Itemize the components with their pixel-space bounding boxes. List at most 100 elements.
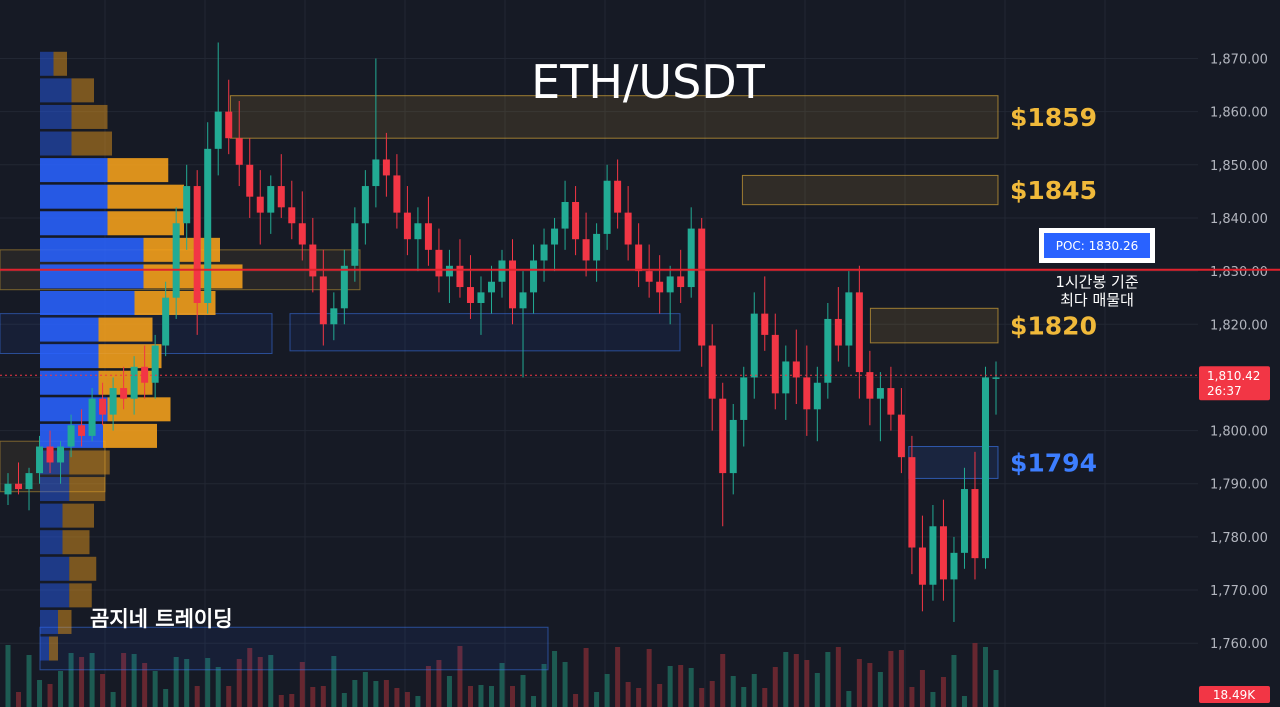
volume-profile-buy — [40, 291, 135, 315]
candle-body — [36, 446, 44, 474]
zone-price-label: $1845 — [1010, 176, 1097, 205]
volume-bar — [520, 675, 526, 707]
volume-bar — [79, 657, 85, 707]
volume-profile-buy — [40, 264, 144, 289]
candle-body — [582, 239, 590, 261]
volume-bar — [972, 643, 978, 707]
candle-body — [939, 526, 947, 580]
candle-body — [603, 180, 611, 234]
volume-bar — [510, 686, 516, 707]
volume-bar — [205, 658, 211, 707]
volume-bar — [278, 695, 284, 707]
volume-bar — [5, 645, 11, 707]
candle-body — [803, 377, 811, 410]
candle-body — [15, 483, 23, 490]
candle-body — [992, 377, 1000, 379]
y-tick-label: 1,760.00 — [1210, 637, 1268, 652]
candle-body — [403, 212, 411, 240]
volume-profile-sell — [69, 477, 106, 502]
candle-body — [876, 388, 884, 399]
candle-body — [130, 366, 138, 399]
zone-box — [741, 174, 999, 206]
volume-bar — [709, 681, 715, 707]
candle-body — [46, 446, 54, 463]
volume-profile-buy — [40, 370, 99, 395]
volume-bar — [583, 648, 589, 707]
candle-body — [88, 398, 96, 436]
candle-body — [57, 446, 65, 463]
volume-bar — [625, 682, 631, 707]
y-tick-label: 1,850.00 — [1210, 159, 1268, 174]
volume-bar — [909, 687, 915, 707]
candle-body — [109, 388, 117, 415]
current-price-tag — [1199, 366, 1270, 401]
volume-bar — [163, 689, 169, 707]
volume-bar — [425, 666, 431, 707]
volume-bar — [47, 684, 53, 707]
volume-bar — [152, 671, 158, 707]
candle-body — [256, 196, 264, 213]
volume-bar — [58, 671, 64, 707]
zone-price-label: $1820 — [1010, 312, 1097, 341]
volume-profile-sell — [103, 423, 157, 448]
volume-profile-buy — [40, 78, 72, 103]
volume-bar — [541, 664, 547, 707]
volume-bar — [310, 687, 316, 707]
volume-bar — [772, 667, 778, 707]
candle-body — [372, 159, 380, 187]
volume-profile-sell — [53, 51, 67, 76]
volume-bar — [299, 662, 305, 707]
volume-profile-buy — [40, 344, 99, 369]
volume-profile-sell — [98, 344, 162, 369]
candle-body — [25, 473, 33, 490]
volume-bar — [467, 686, 473, 707]
y-tick-label: 1,770.00 — [1210, 584, 1268, 599]
volume-bar — [793, 654, 799, 707]
volume-bar — [331, 656, 337, 707]
candle-body — [708, 345, 716, 399]
volume-profile-sell — [62, 530, 90, 555]
volume-bar — [961, 696, 967, 707]
volume-bar — [446, 676, 452, 707]
y-tick-label: 1,820.00 — [1210, 318, 1268, 333]
candle-body — [498, 260, 506, 282]
volume-bar — [804, 660, 810, 707]
candle-body — [120, 388, 128, 399]
volume-bar — [919, 670, 925, 707]
candle-body — [288, 207, 296, 224]
volume-bar — [415, 696, 421, 707]
volume-profile-buy — [40, 503, 63, 528]
volume-bar — [615, 647, 621, 707]
candle-body — [424, 223, 432, 250]
candle-body — [824, 318, 832, 383]
candle-body — [162, 297, 170, 346]
volume-bar — [636, 688, 642, 707]
volume-bar — [573, 694, 579, 707]
y-tick-label: 1,870.00 — [1210, 52, 1268, 67]
y-tick-label: 1,830.00 — [1210, 265, 1268, 280]
volume-bar — [142, 663, 148, 707]
volume-profile-buy — [40, 397, 108, 422]
volume-bar — [951, 655, 957, 707]
volume-bar — [846, 691, 852, 707]
candle-body — [78, 425, 86, 436]
candle-body — [340, 265, 348, 309]
candle-body — [834, 318, 842, 346]
volume-profile-sell — [69, 556, 97, 581]
volume-bar — [37, 680, 43, 707]
candle-body — [593, 233, 601, 261]
candle-body — [172, 223, 180, 298]
volume-bar — [930, 692, 936, 707]
volume-profile-buy — [40, 609, 58, 634]
volume-profile-sell — [98, 317, 153, 342]
volume-profile-sell — [107, 211, 184, 236]
candle-body — [225, 111, 233, 139]
volume-bar — [257, 657, 263, 707]
volume-bar — [730, 676, 736, 707]
candle-body — [519, 292, 527, 309]
candle-body — [813, 382, 821, 410]
volume-bar — [751, 674, 757, 707]
candle-body — [750, 313, 758, 378]
volume-profile-sell — [107, 184, 184, 209]
candle-body — [614, 180, 622, 213]
